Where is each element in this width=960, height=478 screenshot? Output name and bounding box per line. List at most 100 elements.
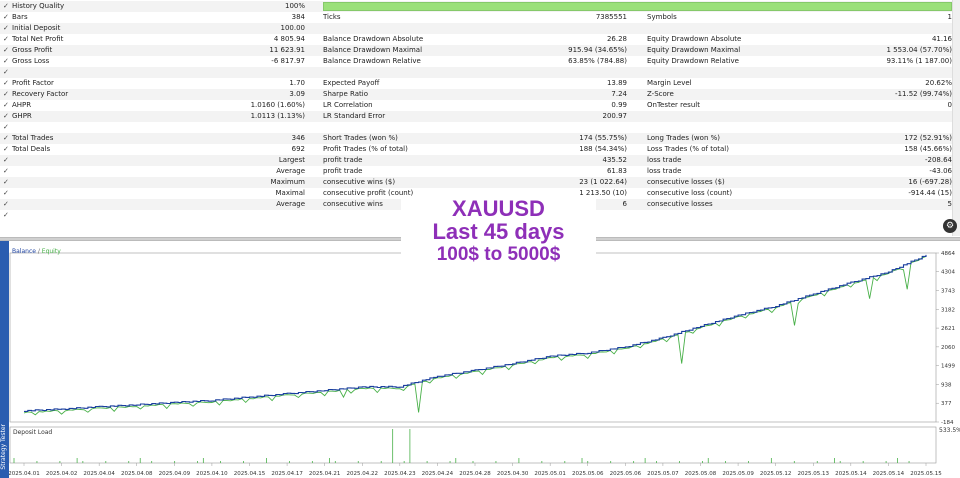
metric-value: 692: [291, 145, 305, 153]
x-tick-label: 2025.05.12: [760, 471, 792, 477]
metric-label: GHPR: [12, 112, 32, 120]
metric-value: [150, 210, 305, 221]
check-icon[interactable]: ✓: [3, 167, 9, 175]
metric-label: consecutive wins: [323, 200, 383, 208]
x-tick-label: 2025.05.14: [835, 471, 867, 477]
check-icon[interactable]: ✓: [3, 156, 9, 164]
metric-label: consecutive profit (count): [323, 189, 414, 197]
scrollbar[interactable]: [952, 0, 960, 236]
check-icon[interactable]: ✓: [3, 35, 9, 43]
metric-label: consecutive losses ($): [647, 178, 725, 186]
metric-value: [150, 67, 305, 78]
metric-value: 1 553.04 (57.70%): [886, 46, 952, 54]
metric-label: Margin Level: [647, 79, 692, 87]
table-row: ✓ History Quality 100%: [0, 1, 960, 12]
check-icon[interactable]: ✓: [3, 123, 9, 131]
metric-value: 11 623.91: [269, 46, 305, 54]
metric-label: Gross Loss: [12, 57, 50, 65]
y-tick-label: 377: [941, 401, 952, 407]
table-row: ✓ Profit Factor 1.70 Expected Payoff 13.89 Ma…: [0, 78, 960, 89]
x-tick-label: 2025.05.07: [647, 471, 679, 477]
metric-label: Z-Score: [647, 90, 674, 98]
check-icon[interactable]: ✓: [3, 134, 9, 142]
x-tick-label: 2025.04.30: [497, 471, 529, 477]
metric-value: -43.06: [929, 167, 952, 175]
check-icon[interactable]: ✓: [3, 189, 9, 197]
legend-balance: Balance: [12, 248, 36, 255]
check-icon[interactable]: ✓: [3, 2, 9, 10]
check-icon[interactable]: ✓: [3, 57, 9, 65]
metric-label: [12, 67, 162, 78]
metric-value: Average: [276, 200, 305, 208]
table-row: ✓ Largest profit trade 435.52 loss trade -208…: [0, 155, 960, 166]
check-icon[interactable]: ✓: [3, 101, 9, 109]
metric-value: -914.44 (15): [908, 189, 952, 197]
metric-label: consecutive loss (count): [647, 189, 733, 197]
metric-label: Loss Trades (% of total): [647, 145, 729, 153]
metric-value: [150, 122, 305, 133]
metric-value: [760, 23, 952, 34]
metric-value: [760, 122, 952, 133]
metric-value: 1 213.50 (10): [579, 189, 627, 197]
metric-label: Equity Drawdown Relative: [647, 57, 739, 65]
chart-legend: Balance / Equity: [12, 248, 61, 255]
metric-value: 16 (-697.28): [908, 178, 952, 186]
plot-frame: [9, 252, 937, 423]
deposit-load-frame: [9, 426, 937, 464]
x-tick-label: 2025.04.15: [234, 471, 266, 477]
metric-label: Sharpe Ratio: [323, 90, 368, 98]
metric-label: Profit Factor: [12, 79, 54, 87]
equity-line: [23, 255, 927, 416]
metric-value: [440, 67, 627, 78]
check-icon[interactable]: ✓: [3, 79, 9, 87]
check-icon[interactable]: ✓: [3, 24, 9, 32]
metric-value: 200.97: [602, 112, 628, 120]
check-icon[interactable]: ✓: [3, 90, 9, 98]
table-row: ✓ Bars 384 Ticks 7385551 Symbols 1: [0, 12, 960, 23]
check-icon[interactable]: ✓: [3, 46, 9, 54]
check-icon[interactable]: ✓: [3, 145, 9, 153]
x-tick-label: 2025.04.24: [422, 471, 454, 477]
metric-value: -208.64: [924, 156, 952, 164]
metric-value: 435.52: [602, 156, 628, 164]
metric-value: 20.62%: [925, 79, 952, 87]
strategy-tester-tab[interactable]: Strategy Tester: [0, 241, 9, 478]
check-icon[interactable]: ✓: [3, 211, 9, 219]
metric-value: 188 (54.34%): [579, 145, 627, 153]
table-row: ✓: [0, 210, 960, 221]
metric-label: Balance Drawdown Absolute: [323, 35, 424, 43]
metric-value: 5: [947, 200, 952, 208]
y-tick-label: 4864: [941, 251, 955, 257]
y-tick-label: 938: [941, 382, 952, 388]
check-icon[interactable]: ✓: [3, 200, 9, 208]
metric-label: Bars: [12, 13, 28, 21]
y-tick-label: 4304: [941, 270, 955, 276]
overlay-symbol: XAUUSD: [452, 196, 545, 221]
metric-label: Total Net Profit: [12, 35, 64, 43]
y-tick-label: 2060: [941, 345, 955, 351]
metric-label: [12, 210, 162, 221]
gear-icon[interactable]: ⚙: [943, 219, 957, 233]
deposit-load-title: Deposit Load: [13, 429, 52, 436]
metric-value: 6: [622, 200, 627, 208]
x-tick-label: 2025.04.17: [271, 471, 303, 477]
metric-label: [12, 122, 162, 133]
check-icon[interactable]: ✓: [3, 68, 9, 76]
promo-overlay: XAUUSD Last 45 days 100$ to 5000$: [401, 197, 596, 267]
check-icon[interactable]: ✓: [3, 178, 9, 186]
y-tick-label: 3182: [941, 307, 955, 313]
check-icon[interactable]: ✓: [3, 112, 9, 120]
metric-value: 7.24: [611, 90, 627, 98]
metric-value: 1.70: [289, 79, 305, 87]
overlay-period: Last 45 days: [432, 219, 565, 244]
x-tick-label: 2025.04.22: [347, 471, 379, 477]
x-tick-label: 2025.04.28: [459, 471, 491, 477]
metric-label: [12, 166, 162, 177]
metric-label: Initial Deposit: [12, 24, 61, 32]
metric-label: LR Standard Error: [323, 112, 386, 120]
metric-value: 1.0113 (1.13%): [250, 112, 305, 120]
legend-equity: Equity: [41, 248, 61, 255]
metric-value: Maximal: [275, 189, 305, 197]
metric-value: 13.89: [606, 79, 627, 87]
check-icon[interactable]: ✓: [3, 13, 9, 21]
